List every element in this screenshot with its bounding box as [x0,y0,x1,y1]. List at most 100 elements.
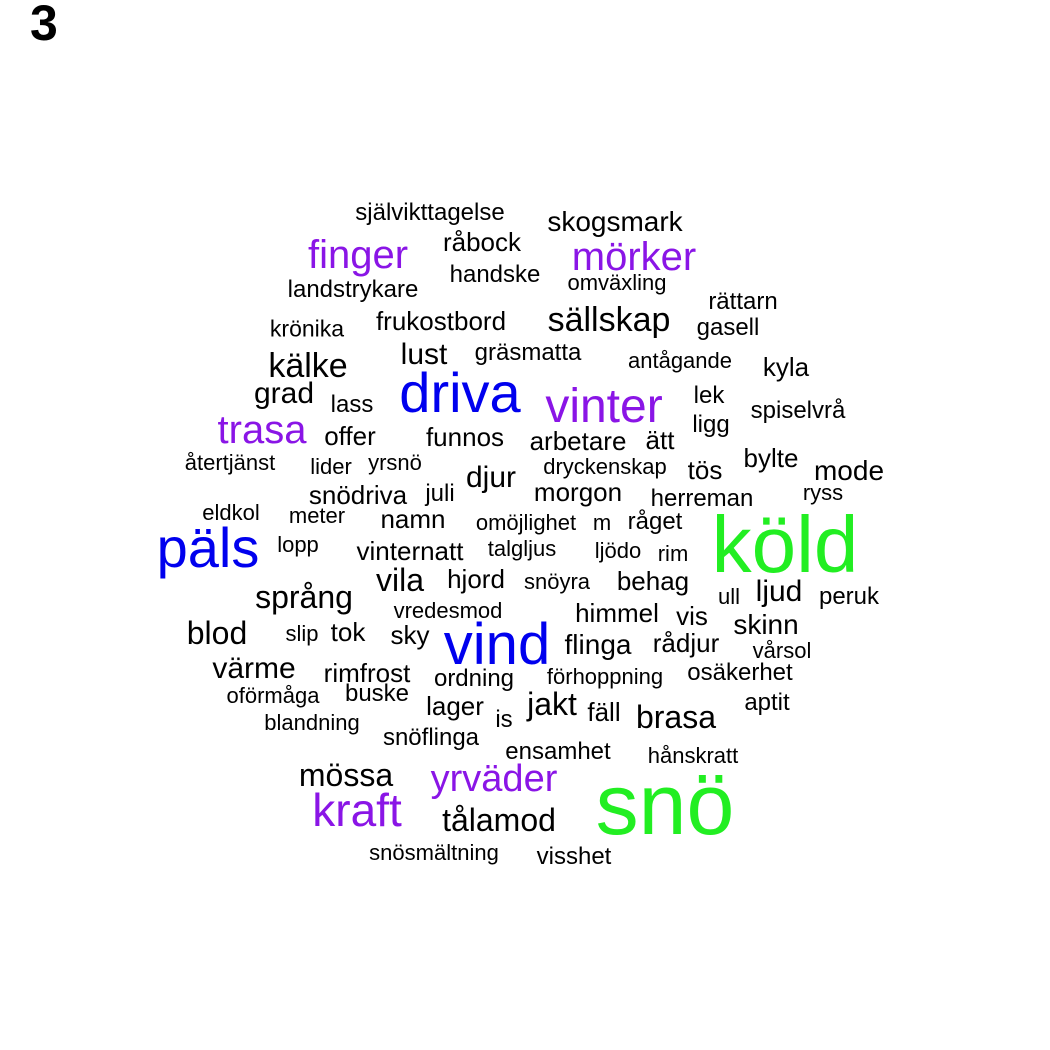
word-kraft: kraft [312,784,402,836]
word-lider: lider [310,454,352,479]
word-morgon: morgon [533,477,623,507]
word-yrsno: yrsnö [368,450,422,475]
word-visshet: visshet [536,843,612,870]
word-ull: ull [717,584,741,609]
word-juli: juli [425,480,455,507]
word-gasell: gasell [696,314,760,341]
word-brasa: brasa [635,699,717,735]
word-offer: offer [324,421,376,451]
word-meter: meter [288,503,346,528]
word-forhoppning: förhoppning [546,664,664,689]
word-jakt: jakt [527,686,577,722]
word-kold: köld [711,500,859,589]
word-bylte: bylte [743,443,799,473]
word-grasmatta: gräsmatta [474,339,582,366]
word-arbetare: arbetare [529,426,627,456]
word-skogsmark: skogsmark [547,206,683,237]
word-finger: finger [307,233,409,277]
word-rimfrost: rimfrost [323,658,411,688]
word-herreman: herreman [650,485,754,512]
word-ljodo: ljödo [594,538,642,563]
word-kyla: kyla [762,352,810,382]
word-djur: djur [465,461,517,494]
word-eldkol: eldkol [202,500,260,525]
word-blandning: blandning [264,710,360,735]
word-driva: driva [399,361,521,424]
word-funnos: funnos [425,422,505,452]
word-skinn: skinn [733,609,799,640]
word-trasa: trasa [217,408,307,452]
word-atertjanst: återtjänst [184,450,276,475]
word-flinga: flinga [564,629,632,660]
word-ljud: ljud [755,575,803,608]
word-morker: mörker [571,235,697,279]
word-dryckenskap: dryckenskap [543,454,667,479]
word-ordning: ordning [433,665,515,692]
word-landstrykare: landstrykare [287,276,419,303]
word-raget: råget [627,508,683,535]
word-sallskap: sällskap [547,301,671,339]
word-sjalvikttagelse: självikttagelse [355,199,505,226]
word-tok: tok [330,617,366,647]
word-grad: grad [253,377,315,410]
word-antagande: antågande [628,348,732,373]
word-snodriva: snödriva [308,480,408,510]
word-slip: slip [285,621,319,646]
word-aptit: aptit [744,689,790,716]
word-vind: vind [443,612,551,677]
word-vinter: vinter [545,380,663,433]
word-behag: behag [616,566,690,596]
word-vredesmod: vredesmod [393,598,503,623]
word-frukostbord: frukostbord [375,306,507,336]
word-mode: mode [813,455,885,486]
word-peruk: peruk [818,583,880,610]
word-vinternatt: vinternatt [356,536,464,566]
word-sno: snö [595,757,735,853]
word-sprang: språng [255,579,353,615]
word-snosmaltning: snösmältning [369,840,499,865]
word-snoflinga: snöflinga [382,724,480,751]
word-rim: rim [657,541,689,566]
word-lopp: lopp [277,532,319,557]
word-tos: tös [687,455,723,485]
word-yrvader: yrväder [430,758,558,800]
word-himmel: himmel [575,598,659,628]
word-lust: lust [400,338,448,371]
word-talgljus: talgljus [487,536,557,561]
word-m: m [592,510,612,535]
word-rattarn: rättarn [708,288,778,315]
word-ligg: ligg [692,411,730,438]
word-lass: lass [330,391,374,418]
word-namn: namn [380,504,446,534]
word-rabock: råbock [442,227,522,257]
word-vis: vis [676,601,708,631]
word-ryss: ryss [802,480,844,505]
word-radjur: rådjur [652,628,720,658]
word-hanskratt: hånskratt [647,743,739,768]
word-hjord: hjord [447,564,505,594]
word-buske: buske [344,680,410,707]
panel-label: 3 [30,0,58,51]
word-spiselvra: spiselvrå [750,397,846,424]
word-is: is [495,706,513,733]
word-lager: lager [426,691,484,721]
word-sky: sky [390,620,430,650]
word-mossa: mössa [298,757,394,793]
word-fall: fäll [587,697,621,727]
word-att: ätt [645,425,675,455]
word-varsol: vårsol [752,638,812,663]
word-vila: vila [375,562,425,598]
word-ensamhet: ensamhet [505,738,611,765]
word-kalke: kälke [268,347,348,385]
word-osakerhet: osäkerhet [687,659,793,686]
word-omojlighet: omöjlighet [475,510,577,535]
word-blod: blod [186,615,248,651]
word-oformaga: oförmåga [226,683,320,708]
word-pals: päls [156,516,260,579]
word-snoyra: snöyra [523,569,591,594]
word-talamod: tålamod [442,802,556,838]
word-lek: lek [693,382,725,409]
word-kronika: krönika [269,315,345,342]
word-varme: värme [212,652,296,685]
